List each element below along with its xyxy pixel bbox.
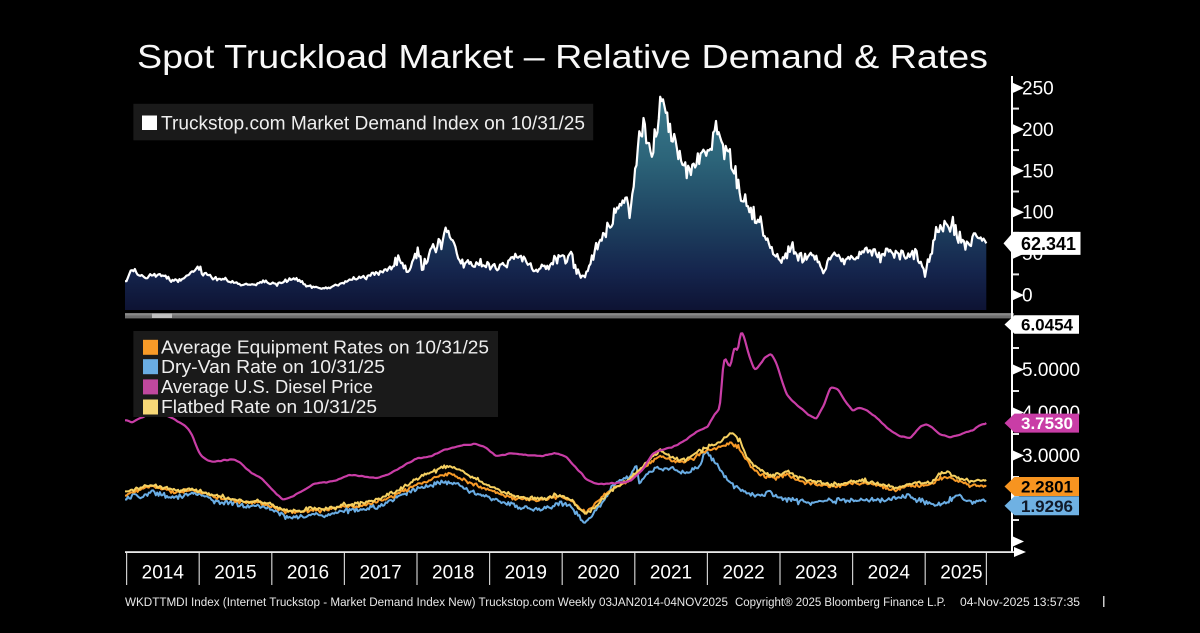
svg-text:2.2801: 2.2801 — [1021, 478, 1073, 497]
svg-text:2025: 2025 — [940, 563, 982, 584]
svg-text:Truckstop.com Market Demand In: Truckstop.com Market Demand Index on 10/… — [161, 114, 585, 135]
svg-text:2020: 2020 — [577, 563, 619, 584]
svg-text:2019: 2019 — [505, 563, 547, 584]
svg-text:150: 150 — [1022, 161, 1054, 182]
svg-text:Average U.S. Diesel Price: Average U.S. Diesel Price — [161, 376, 373, 397]
svg-text:3.0000: 3.0000 — [1022, 446, 1080, 467]
svg-text:2015: 2015 — [214, 563, 256, 584]
svg-text:2024: 2024 — [868, 563, 911, 584]
svg-text:Dry-Van Rate on 10/31/25: Dry-Van Rate on 10/31/25 — [161, 356, 385, 377]
svg-text:2017: 2017 — [359, 563, 401, 584]
svg-text:5.0000: 5.0000 — [1022, 360, 1080, 381]
svg-text:2018: 2018 — [432, 563, 474, 584]
svg-text:WKDTTMDI Index (Internet Truck: WKDTTMDI Index (Internet Truckstop - Mar… — [125, 595, 728, 609]
svg-text:6.0454: 6.0454 — [1021, 316, 1074, 335]
svg-text:Average Equipment Rates on 10/: Average Equipment Rates on 10/31/25 — [161, 337, 489, 358]
svg-text:3.7530: 3.7530 — [1021, 414, 1073, 433]
svg-text:Spot Truckload Market – Relati: Spot Truckload Market – Relative Demand … — [137, 38, 988, 75]
svg-text:1.9296: 1.9296 — [1021, 497, 1073, 516]
svg-text:Flatbed Rate on 10/31/25: Flatbed Rate on 10/31/25 — [161, 396, 377, 417]
svg-text:04-Nov-2025 13:57:35: 04-Nov-2025 13:57:35 — [960, 595, 1080, 609]
svg-text:250: 250 — [1022, 78, 1054, 99]
svg-text:2021: 2021 — [650, 563, 692, 584]
svg-text:200: 200 — [1022, 120, 1054, 141]
svg-text:100: 100 — [1022, 203, 1054, 224]
svg-text:2023: 2023 — [795, 563, 837, 584]
svg-text:Copyright® 2025 Bloomberg Fina: Copyright® 2025 Bloomberg Finance L.P. — [735, 595, 946, 609]
svg-text:0: 0 — [1022, 286, 1033, 307]
svg-text:2022: 2022 — [722, 563, 764, 584]
svg-text:62.341: 62.341 — [1021, 234, 1076, 254]
svg-text:2016: 2016 — [287, 563, 329, 584]
svg-text:2014: 2014 — [142, 563, 185, 584]
